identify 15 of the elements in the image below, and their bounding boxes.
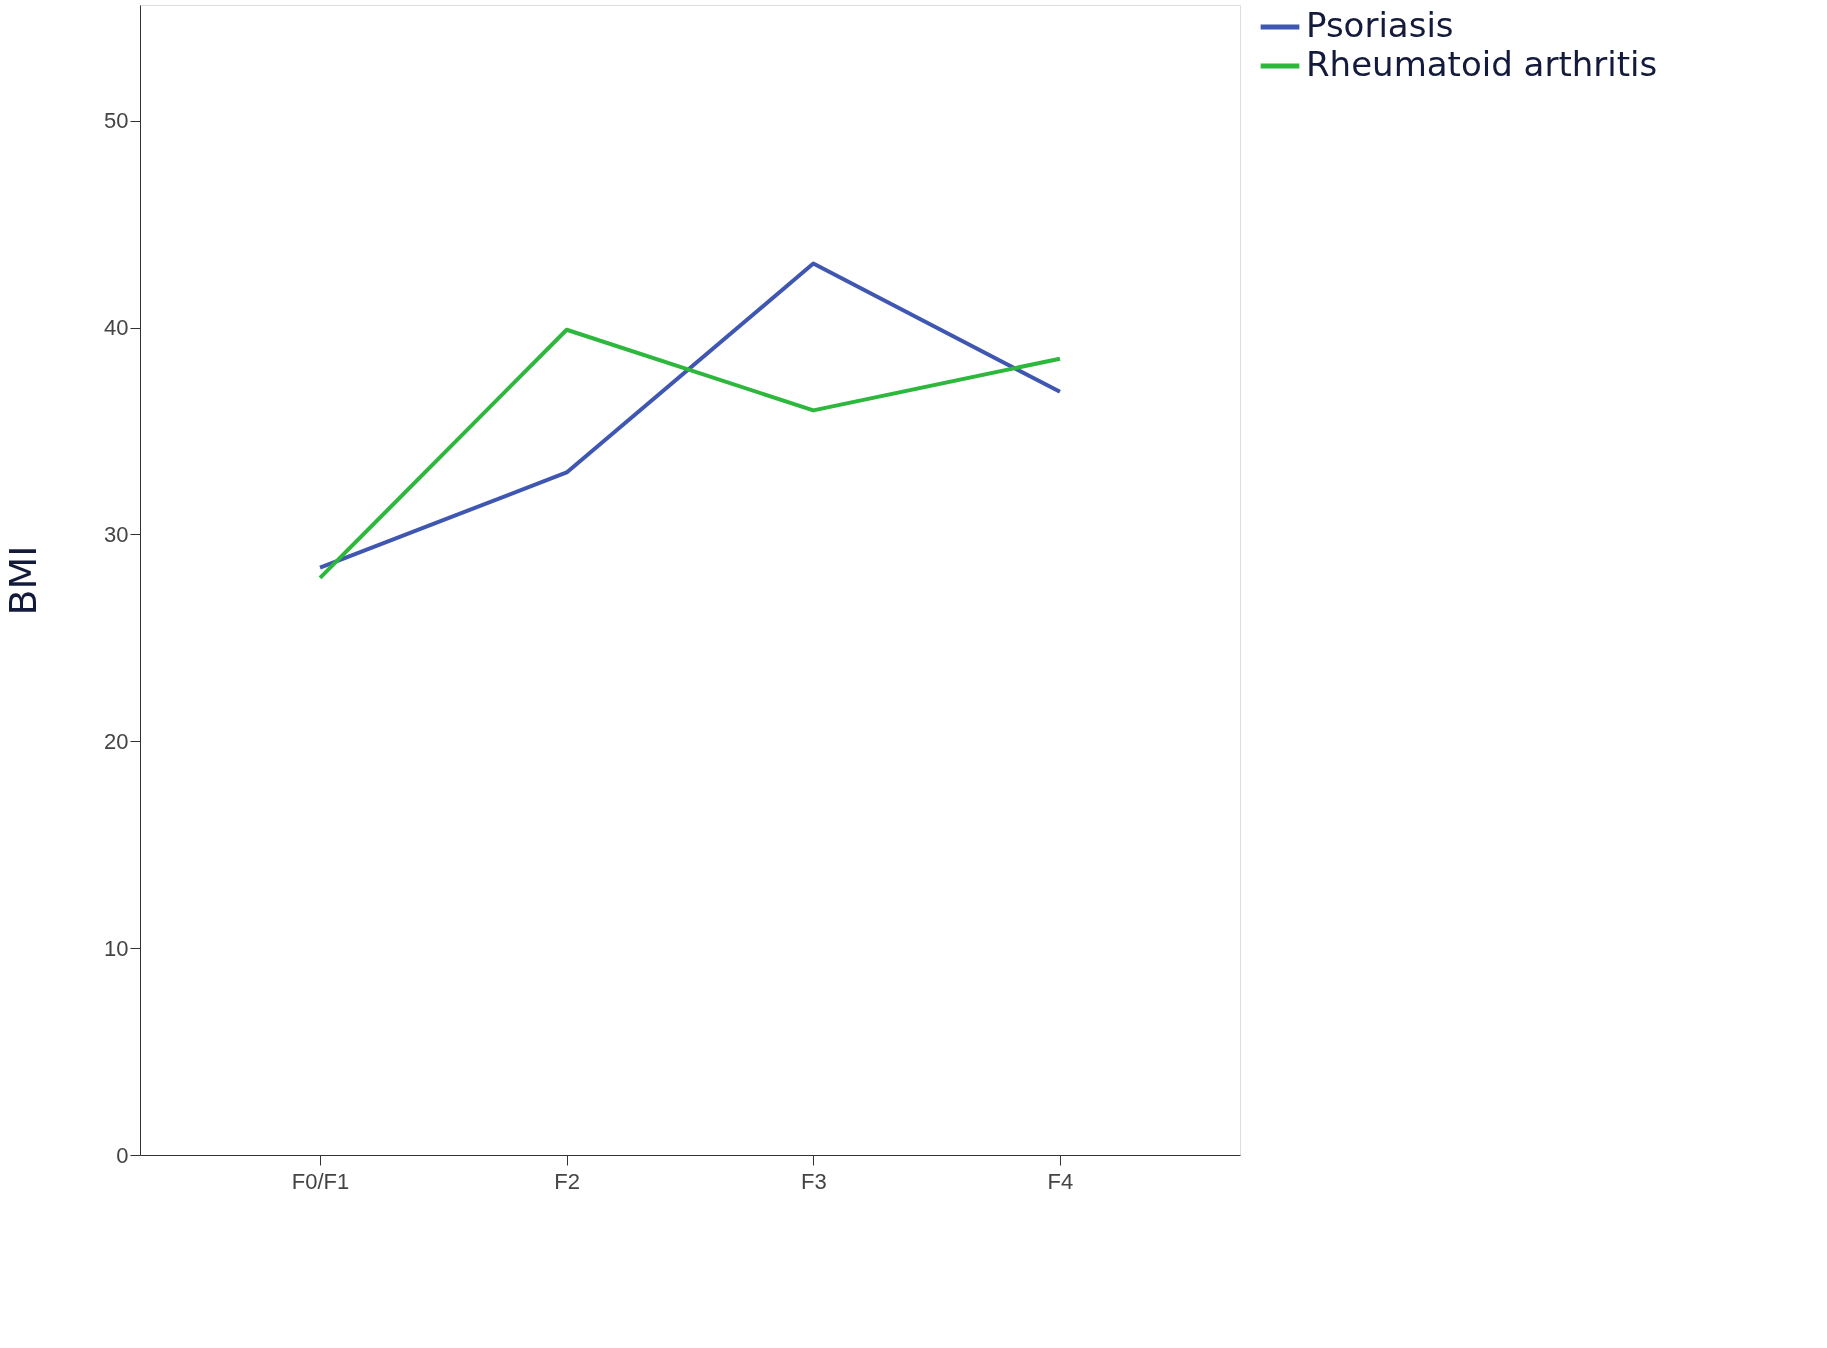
y-axis-title: BMI — [1, 545, 46, 616]
legend-label: Psoriasis — [1306, 5, 1454, 45]
x-tick-label: F2 — [554, 1168, 581, 1194]
legend-label: Rheumatoid arthritis — [1306, 44, 1658, 84]
line-series — [318, 327, 1062, 580]
y-tick-label: 0 — [116, 1142, 129, 1168]
y-tick-label: 50 — [104, 108, 129, 134]
line-series — [318, 261, 1062, 570]
y-tick-label: 30 — [104, 522, 129, 547]
y-tick-label: 20 — [104, 728, 129, 754]
y-tick-label: 10 — [104, 935, 129, 961]
x-tick-label: F0/F1 — [291, 1168, 350, 1194]
y-tick-label: 40 — [104, 315, 129, 341]
x-tick-label: F4 — [1047, 1168, 1074, 1194]
x-tick-label: F3 — [800, 1168, 827, 1194]
